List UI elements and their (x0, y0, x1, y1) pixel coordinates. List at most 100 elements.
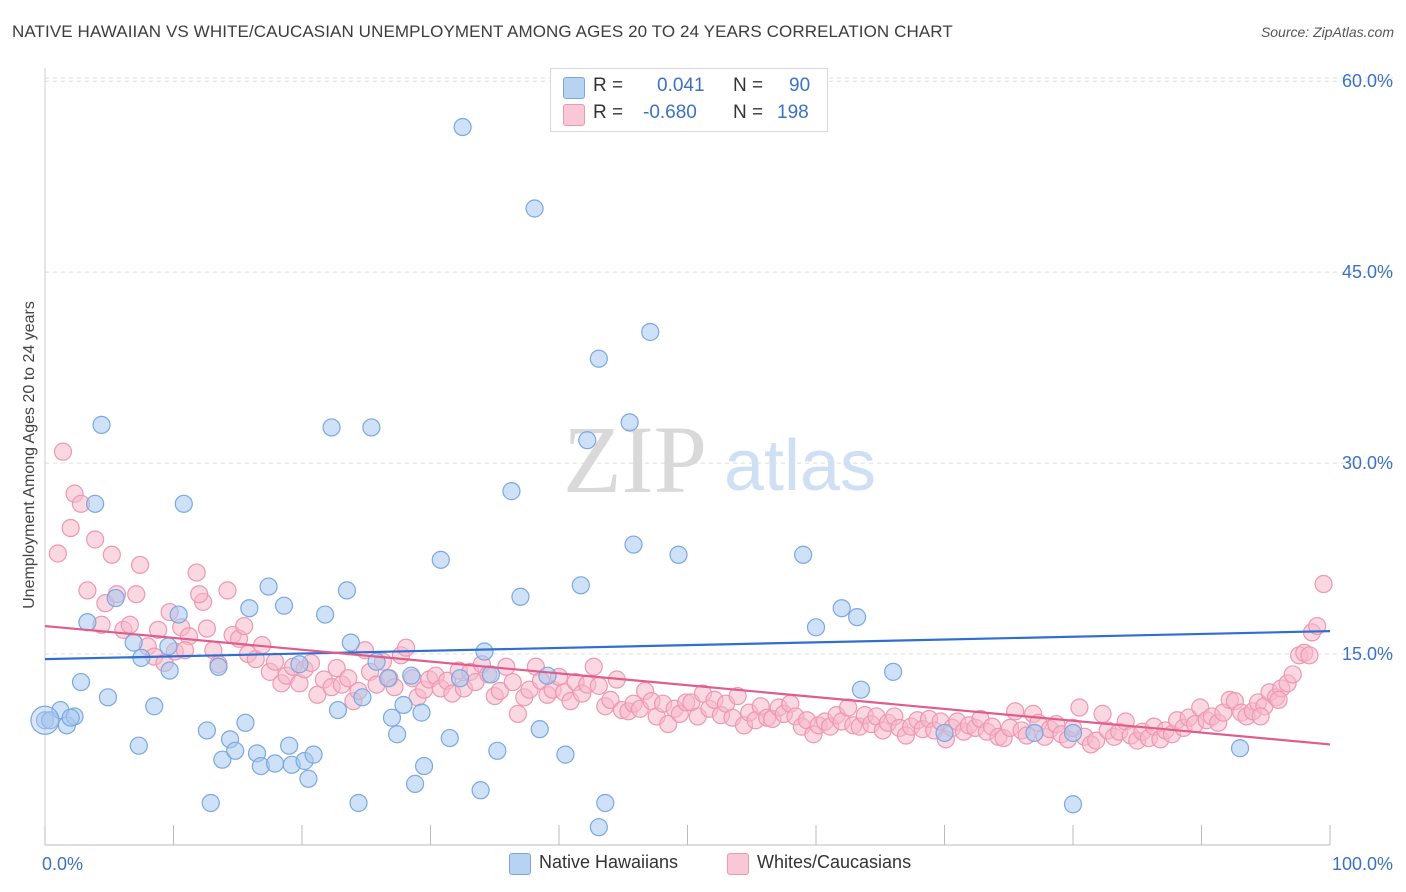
whites-caucasians-point (1269, 690, 1288, 709)
whites-caucasians-point (148, 620, 168, 639)
whites-caucasians-point (265, 652, 285, 671)
native-hawaiians-point (578, 431, 597, 450)
native-hawaiians-point (412, 703, 431, 722)
native-hawaiians-point (226, 741, 245, 760)
tick-labels: 15.0% 30.0% 45.0% 60.0% 0.0% 100.0% (42, 71, 1393, 874)
legend-n-value: 198 (777, 102, 809, 123)
whites-caucasians-point (102, 545, 121, 564)
native-hawaiians-point (832, 599, 851, 618)
y-tick-label: 30.0% (1342, 453, 1393, 473)
whites-caucasians-point (78, 581, 97, 600)
native-hawaiians-point (402, 666, 421, 685)
y-tick-label: 45.0% (1342, 262, 1393, 282)
chart-title: NATIVE HAWAIIAN VS WHITE/CAUCASIAN UNEMP… (12, 22, 953, 41)
native-hawaiians-point (299, 769, 318, 788)
native-hawaiians-point (440, 728, 459, 748)
native-hawaiians-point (794, 545, 813, 564)
native-hawaiians-point (30, 705, 60, 735)
whites-caucasians-point (503, 672, 522, 692)
whites-caucasians-point (327, 658, 346, 678)
native-hawaiians-point (378, 669, 398, 688)
native-hawaiians-point (511, 587, 530, 606)
whites-caucasians-point (659, 714, 678, 734)
y-axis-label: Unemployment Among Ages 20 to 24 years (21, 301, 38, 609)
native-hawaiians-point (883, 662, 903, 681)
native-hawaiians-point (259, 577, 278, 596)
whites-caucasians-point (589, 676, 608, 695)
correlation-legend: R = 0.041 N = 90 R = -0.680 N = 198 (550, 68, 828, 132)
whites-caucasians-point (61, 518, 80, 538)
native-hawaiians-point (641, 322, 660, 342)
whites-caucasians-trend-line (44, 624, 1331, 746)
native-hawaiians-point (159, 637, 178, 656)
native-hawaiians-point (86, 494, 105, 513)
y-tick-label: 60.0% (1342, 71, 1393, 91)
native-hawaiians-point (589, 818, 608, 837)
native-hawaiians-point (596, 793, 615, 813)
native-hawaiians-point (328, 700, 348, 720)
whites-caucasians-point (1070, 698, 1089, 717)
native-hawaiians-trend-line (44, 630, 1331, 661)
legend-n-label: N = (733, 75, 764, 96)
native-hawaiians-point (525, 199, 544, 218)
native-hawaiians-point (538, 666, 557, 685)
native-hawaiians-point (92, 415, 111, 435)
native-hawaiians-point (61, 708, 80, 727)
whites-caucasians-point (130, 555, 150, 575)
native-hawaiians-point (274, 596, 294, 615)
native-hawaiians-point (669, 545, 688, 564)
legend-swatch-pink (563, 104, 585, 126)
native-hawaiians-point (304, 745, 323, 764)
native-hawaiians-point (236, 713, 255, 732)
native-hawaiians-point (265, 754, 285, 773)
native-hawaiians-point (387, 725, 407, 744)
whites-caucasians-point (396, 638, 416, 657)
whites-caucasians-point (235, 616, 254, 636)
legend-swatch-blue (563, 77, 585, 99)
x-tick-label: 0.0% (42, 854, 83, 874)
native-hawaiians-point (174, 494, 193, 513)
native-hawaiians-point (471, 781, 490, 800)
native-hawaiians-point (145, 697, 164, 716)
native-hawaiians-point (624, 535, 643, 554)
native-hawaiians-point (502, 482, 521, 501)
whites-caucasians-point (728, 686, 747, 706)
legend-n-value: 90 (789, 75, 811, 96)
legend-label: Whites/Caucasians (757, 852, 912, 872)
whites-caucasians-point (601, 690, 620, 709)
whites-caucasians-point (1093, 704, 1112, 723)
native-hawaiians-point (98, 688, 118, 707)
native-hawaiians-point (280, 736, 299, 755)
native-hawaiians-point (349, 793, 368, 813)
watermark-atlas: atlas (724, 426, 876, 506)
whites-caucasians-point (86, 530, 105, 549)
series-whites-caucasians (48, 442, 1333, 754)
grid (45, 77, 1395, 655)
whites-caucasians-point (584, 657, 603, 676)
native-hawaiians-point (160, 661, 179, 680)
native-hawaiians-point (71, 672, 91, 692)
native-hawaiians-point (341, 633, 360, 652)
whites-caucasians-point (190, 585, 209, 604)
native-hawaiians-point (316, 605, 335, 624)
native-hawaiians-point (129, 736, 148, 755)
x-tick-label: 100.0% (1332, 854, 1393, 874)
native-hawaiians-point (589, 349, 608, 368)
native-hawaiians-point (481, 665, 500, 684)
native-hawaiians-point (1230, 739, 1250, 758)
legend-r-value: -0.680 (643, 102, 697, 123)
native-hawaiians-point (556, 745, 575, 764)
legend-r-value: 0.041 (657, 75, 705, 96)
whites-caucasians-point (508, 704, 527, 723)
native-hawaiians-point (806, 618, 826, 637)
legend-r-label: R = (593, 75, 624, 96)
native-hawaiians-point (848, 608, 867, 627)
native-hawaiians-point (414, 756, 434, 776)
native-hawaiians-point (475, 642, 494, 661)
whites-caucasians-point (187, 563, 206, 582)
whites-caucasians-point (53, 442, 73, 461)
whites-caucasians-point (218, 581, 237, 600)
native-hawaiians-point (337, 581, 357, 600)
whites-caucasians-point (1300, 646, 1319, 665)
